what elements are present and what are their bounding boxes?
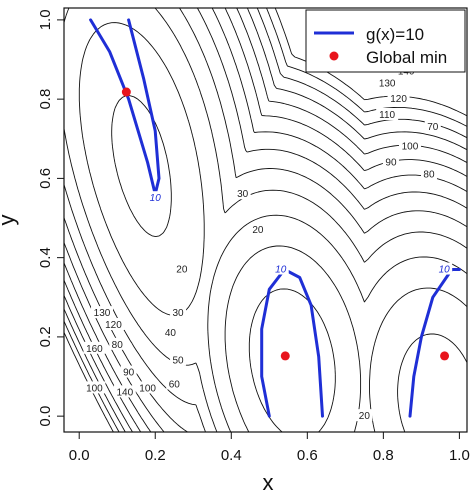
contour-label: 120 — [105, 320, 122, 331]
contour-label: 80 — [423, 169, 435, 180]
global-min-point-2 — [440, 351, 450, 361]
contour-label-bg — [147, 191, 164, 204]
contour-line-40 — [111, 95, 468, 433]
x-axis-ticks: 0.0 0.2 0.4 0.6 0.8 1.0 — [69, 432, 470, 464]
contour-label-bg — [166, 377, 183, 390]
contour-label: 10 — [439, 265, 451, 276]
contour-label-bg — [170, 306, 187, 319]
plot-frame — [63, 7, 468, 433]
y-tick-label: 1.0 — [37, 9, 54, 30]
contour-label: 100 — [402, 142, 419, 153]
contour-label: 130 — [94, 308, 111, 319]
contour-label: 160 — [86, 344, 103, 355]
x-tick-label: 0.6 — [297, 447, 318, 464]
contour-line-70 — [63, 7, 468, 433]
contour-label: 30 — [237, 189, 249, 200]
global-min-point-1 — [280, 351, 290, 361]
contour-label: 130 — [379, 78, 396, 89]
contour-label: 10 — [275, 265, 287, 276]
contour-label-bg — [387, 92, 410, 105]
contour-label-bg — [120, 365, 137, 378]
contour-label: 140 — [116, 387, 133, 398]
contour-label-bg — [420, 167, 437, 180]
contour-line-90 — [63, 7, 468, 433]
contour-label-bg — [249, 222, 266, 235]
x-tick-label: 0.4 — [221, 447, 242, 464]
contour-label: 100 — [139, 383, 156, 394]
g10-contour-segment-2 — [408, 268, 461, 418]
legend-box — [305, 9, 466, 73]
contour-label: 20 — [359, 411, 371, 422]
y-axis-ticks: 0.0 0.2 0.4 0.6 0.8 1.0 — [37, 9, 64, 427]
y-tick-label: 0.8 — [37, 89, 54, 110]
contour-label: 80 — [112, 340, 124, 351]
legend-min-label: Global min — [366, 48, 447, 67]
contour-label: 30 — [172, 308, 184, 319]
contour-line-60 — [63, 7, 468, 433]
contour-label-bg — [83, 341, 106, 354]
y-tick-label: 0.6 — [37, 168, 54, 189]
x-tick-label: 1.0 — [449, 447, 470, 464]
contour-label-bg — [272, 262, 289, 275]
x-tick-label: 0.0 — [69, 447, 90, 464]
contour-label-bg — [173, 262, 190, 275]
g10-contour-segment-1 — [260, 268, 324, 418]
contour-label-bg — [91, 306, 114, 319]
y-axis-label: y — [0, 215, 19, 226]
contour-label: 60 — [169, 379, 181, 390]
global-min-point-0 — [121, 87, 131, 97]
contour-line-100 — [63, 7, 468, 433]
contour-label-bg — [170, 353, 187, 366]
contour-label: 50 — [172, 356, 184, 367]
y-tick-label: 0.2 — [37, 326, 54, 347]
x-axis-label: x — [263, 470, 274, 495]
global-min-points-layer — [121, 87, 450, 361]
contour-label-bg — [83, 381, 106, 394]
contour-label: 10 — [150, 193, 162, 204]
contour-label-bg — [113, 385, 136, 398]
y-tick-label: 0.0 — [37, 406, 54, 427]
g10-contour-segment-0 — [89, 18, 161, 196]
contour-label: 40 — [165, 328, 177, 339]
contour-label: 20 — [252, 225, 264, 236]
contour-line-50 — [78, 22, 468, 433]
contour-label-bg — [136, 381, 159, 394]
contour-label-bg — [382, 155, 399, 168]
legend-min-swatch — [329, 51, 339, 61]
legend-g10-label: g(x)=10 — [366, 25, 424, 44]
contour-label: 100 — [86, 383, 103, 394]
contour-label: 90 — [123, 368, 135, 379]
contour-label-bg — [424, 119, 441, 132]
contour-label: 90 — [385, 158, 397, 169]
contour-label: 70 — [427, 122, 439, 133]
contour-label-bg — [162, 325, 179, 338]
contour-label-bg — [109, 337, 126, 350]
contour-label-bg — [376, 76, 399, 89]
contour-label: 120 — [390, 94, 407, 105]
contour-label-bg — [436, 262, 453, 275]
contour-label: 110 — [379, 110, 395, 121]
contour-label-bg — [234, 187, 251, 200]
y-tick-label: 0.4 — [37, 247, 54, 268]
x-tick-label: 0.2 — [145, 447, 166, 464]
contour-label-bg — [376, 107, 399, 120]
contour-label: 20 — [176, 265, 188, 276]
x-tick-label: 0.8 — [373, 447, 394, 464]
contour-labels-layer: 10 10 10 20 20 20 30 30 40 50 60 70 80 90 100 100 110 120… — [83, 56, 453, 422]
contour-label-bg — [398, 139, 421, 152]
legend: g(x)=10 Global min — [305, 9, 466, 73]
contour-line-140 — [63, 7, 468, 433]
contour-label-bg — [102, 318, 125, 331]
contour-label-bg — [356, 409, 373, 422]
